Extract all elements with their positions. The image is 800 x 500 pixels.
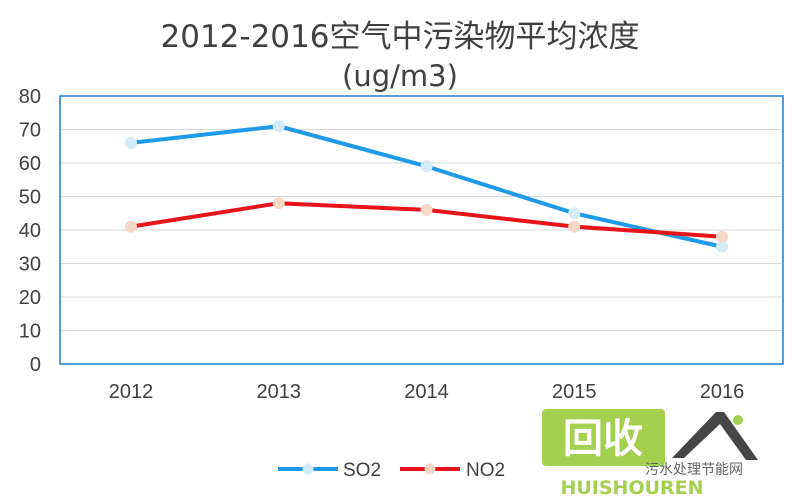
- legend: SO2 NO2: [278, 460, 505, 481]
- y-tick-label: 60: [19, 153, 41, 175]
- y-tick-label: 0: [30, 354, 41, 376]
- person-icon: [672, 412, 758, 460]
- y-tick-label: 30: [19, 254, 41, 276]
- data-point-no2: [716, 230, 728, 243]
- x-tick-label: 2012: [109, 381, 154, 403]
- legend-marker-no2: [424, 463, 436, 475]
- series-no2: [125, 197, 728, 243]
- legend-label-so2: SO2: [343, 460, 381, 481]
- y-tick-label: 10: [19, 321, 41, 343]
- watermark-site: 污水处理节能网: [645, 462, 743, 478]
- chart-title: 2012-2016空气中污染物平均浓度: [161, 19, 640, 55]
- y-tick-label: 70: [19, 120, 41, 142]
- data-point-no2: [568, 220, 581, 233]
- data-point-so2: [272, 120, 285, 133]
- data-point-no2: [420, 203, 433, 216]
- grid-lines: [60, 129, 783, 331]
- y-tick-label: 40: [19, 220, 41, 242]
- data-point-so2: [125, 136, 137, 149]
- x-tick-label: 2016: [700, 381, 745, 403]
- watermark-logo-box: [542, 409, 665, 466]
- x-axis-ticks: 2012 2013 2014 2015 2016: [109, 381, 745, 403]
- legend-item-no2: NO2: [400, 460, 505, 481]
- data-point-no2: [272, 197, 285, 210]
- x-tick-label: 2015: [552, 381, 597, 403]
- legend-item-so2: SO2: [278, 460, 381, 481]
- y-tick-label: 50: [19, 187, 41, 209]
- watermark-logo-text: 回收: [563, 416, 643, 462]
- series-layer: [125, 120, 728, 253]
- legend-label-no2: NO2: [466, 460, 505, 481]
- data-point-so2: [420, 160, 433, 173]
- y-axis-ticks: 0 10 20 30 40 50 60 70 80: [19, 86, 41, 376]
- y-tick-label: 20: [19, 287, 41, 309]
- watermark: 回收 污水处理节能网 HUISHOUREN: [542, 409, 758, 499]
- legend-marker-so2: [302, 463, 314, 475]
- data-point-so2: [568, 207, 581, 220]
- person-icon-head: [733, 415, 743, 425]
- x-tick-label: 2013: [257, 381, 302, 403]
- y-tick-label: 80: [19, 86, 41, 108]
- watermark-brand: HUISHOUREN: [560, 477, 703, 499]
- data-point-so2: [716, 240, 728, 253]
- data-point-no2: [125, 220, 137, 233]
- plot-frame: [59, 95, 784, 365]
- series-line-so2: [129, 124, 724, 249]
- series-so2: [125, 120, 728, 253]
- chart-subtitle: (ug/m3): [342, 59, 458, 93]
- x-tick-label: 2014: [404, 381, 449, 403]
